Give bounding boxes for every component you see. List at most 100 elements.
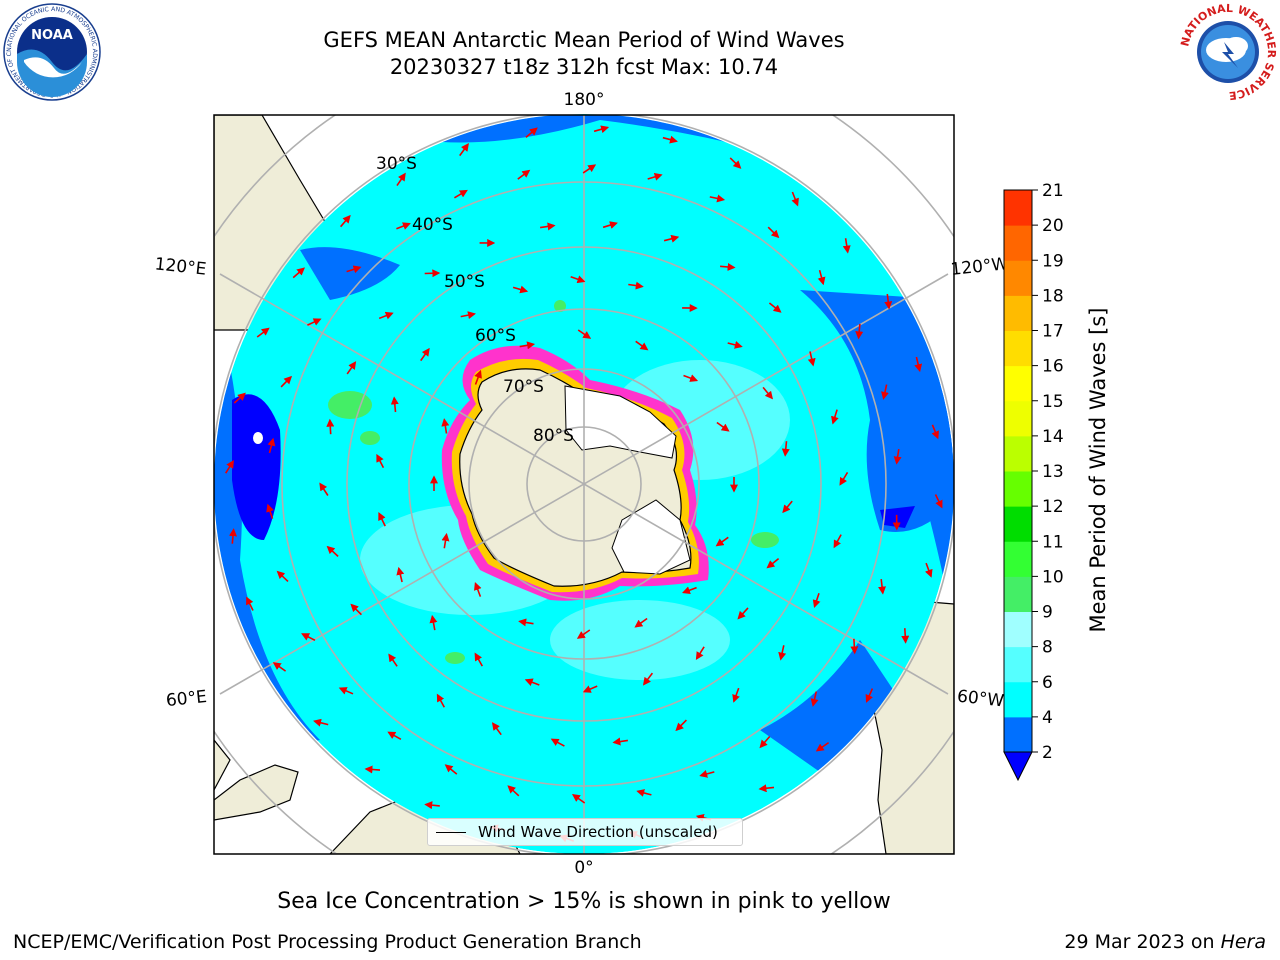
colorbar-segment — [1004, 295, 1032, 331]
colorbar-extend — [1003, 751, 1033, 782]
wind-wave-arrow — [855, 323, 864, 340]
map-frame — [213, 114, 955, 855]
wind-wave-arrow — [781, 441, 790, 457]
lat-label-50s: 50°S — [444, 272, 485, 292]
wind-wave-arrow — [766, 557, 780, 569]
colorbar-tick-label: 20 — [1042, 216, 1064, 236]
wind-wave-arrow — [301, 633, 316, 642]
colorbar-tick-label: 8 — [1042, 638, 1053, 658]
lat-label-70s: 70°S — [503, 377, 544, 397]
wind-wave-arrow — [815, 741, 830, 752]
band-2-4-top-left — [300, 247, 400, 300]
wind-wave-arrow — [313, 718, 329, 727]
footer-credit: NCEP/EMC/Verification Post Processing Pr… — [13, 931, 642, 953]
wind-wave-arrow — [246, 596, 254, 611]
wind-wave-arrow — [280, 375, 293, 388]
wind-wave-arrow — [346, 265, 362, 274]
wind-wave-arrow — [635, 340, 649, 351]
colorbar-segment — [1004, 646, 1032, 683]
wind-wave-arrow — [387, 731, 402, 740]
lat-label-40s: 40°S — [412, 215, 453, 235]
wind-wave-arrow — [396, 172, 406, 187]
colorbar-segment — [1004, 541, 1032, 577]
lon-label-60w: 60°W — [956, 687, 1005, 712]
wind-wave-arrow — [518, 618, 534, 627]
colorbar-tick-label: 15 — [1042, 392, 1064, 412]
wind-wave-arrow — [444, 764, 458, 775]
wind-wave-arrow — [767, 226, 780, 239]
wind-wave-arrow — [570, 275, 586, 284]
colorbar-segment — [1004, 190, 1032, 226]
wind-wave-arrow — [390, 396, 399, 413]
lon-label-120w: 120°W — [950, 254, 1010, 280]
wind-wave-arrow — [292, 267, 306, 279]
wind-wave-arrow — [326, 545, 339, 557]
wind-wave-arrow — [593, 125, 610, 134]
lon-label-0: 0° — [574, 858, 593, 878]
wind-wave-arrow — [474, 369, 482, 385]
band-9-10-d — [445, 652, 465, 664]
wind-wave-arrow — [436, 693, 446, 708]
colorbar-label: Mean Period of Wind Waves [s] — [1086, 308, 1110, 633]
wind-wave-arrow — [831, 409, 839, 425]
wind-wave-arrow — [582, 685, 598, 693]
map-legend: Wind Wave Direction (unscaled) — [427, 818, 743, 846]
wind-wave-arrow — [628, 281, 644, 290]
wind-wave-arrow — [839, 471, 849, 486]
wind-wave-arrow — [420, 347, 430, 362]
wind-wave-arrow — [582, 164, 597, 174]
wind-wave-arrow — [699, 770, 715, 778]
colorbar-segment — [1004, 330, 1032, 367]
band-6-8-s — [550, 600, 730, 680]
lon-label-60e: 60°E — [165, 687, 208, 711]
lon-label-180: 180° — [564, 90, 605, 110]
wind-wave-arrow — [256, 327, 270, 338]
wind-wave-arrow — [517, 169, 531, 180]
weddell-ice-shelf — [611, 499, 691, 575]
noaa-logo: NATIONAL OCEANIC AND ATMOSPHERIC ADMINIS… — [2, 2, 101, 101]
wind-wave-arrow — [662, 135, 678, 144]
wind-wave-arrow — [473, 582, 482, 597]
noaa-logo-text: NOAA — [31, 28, 73, 43]
wind-wave-arrow — [272, 662, 287, 672]
wind-wave-arrow — [675, 719, 687, 732]
wind-wave-arrow — [519, 341, 536, 350]
wind-wave-arrow — [647, 172, 663, 181]
wind-wave-arrow — [326, 418, 335, 435]
colorbar-segment — [1004, 611, 1032, 648]
colorbar-tick-label: 21 — [1042, 181, 1064, 201]
wind-wave-arrow — [424, 801, 440, 810]
colorbar-segment — [1004, 681, 1032, 718]
colorbar-segment — [1004, 400, 1032, 437]
band-9-10-c — [751, 532, 779, 548]
colorbar-tick-label: 6 — [1042, 673, 1053, 693]
colorbar-segment — [1004, 506, 1032, 542]
wind-wave-arrow — [716, 421, 730, 432]
colorbar-tick-label: 19 — [1042, 251, 1064, 271]
wind-wave-arrow — [683, 374, 699, 382]
wind-wave-arrow — [850, 638, 859, 655]
wind-wave-arrow — [807, 351, 816, 367]
wind-wave-arrow — [663, 234, 680, 243]
wind-wave-arrow — [491, 722, 502, 736]
wind-wave-arrows — [225, 125, 943, 843]
wind-wave-arrow — [810, 691, 819, 707]
wind-wave-arrow — [459, 143, 469, 157]
wind-wave-arrow — [388, 653, 398, 667]
wind-wave-arrow — [507, 785, 520, 797]
wind-wave-arrow — [737, 607, 749, 620]
band-9-10-a — [328, 391, 372, 419]
white-speck — [253, 432, 263, 444]
colorbar-segment — [1004, 471, 1032, 507]
colorbar-tick-label: 17 — [1042, 322, 1064, 342]
wind-wave-arrow — [695, 646, 705, 661]
band-9-10-b — [360, 431, 380, 445]
wind-wave-arrow — [396, 566, 405, 583]
madagascar — [214, 764, 299, 821]
colorbar-tick-label: 2 — [1042, 743, 1053, 763]
wind-wave-arrow — [893, 448, 902, 465]
meridian-120w-60e — [219, 273, 949, 695]
wind-wave-arrow — [768, 302, 782, 313]
wind-wave-arrow — [901, 628, 910, 644]
